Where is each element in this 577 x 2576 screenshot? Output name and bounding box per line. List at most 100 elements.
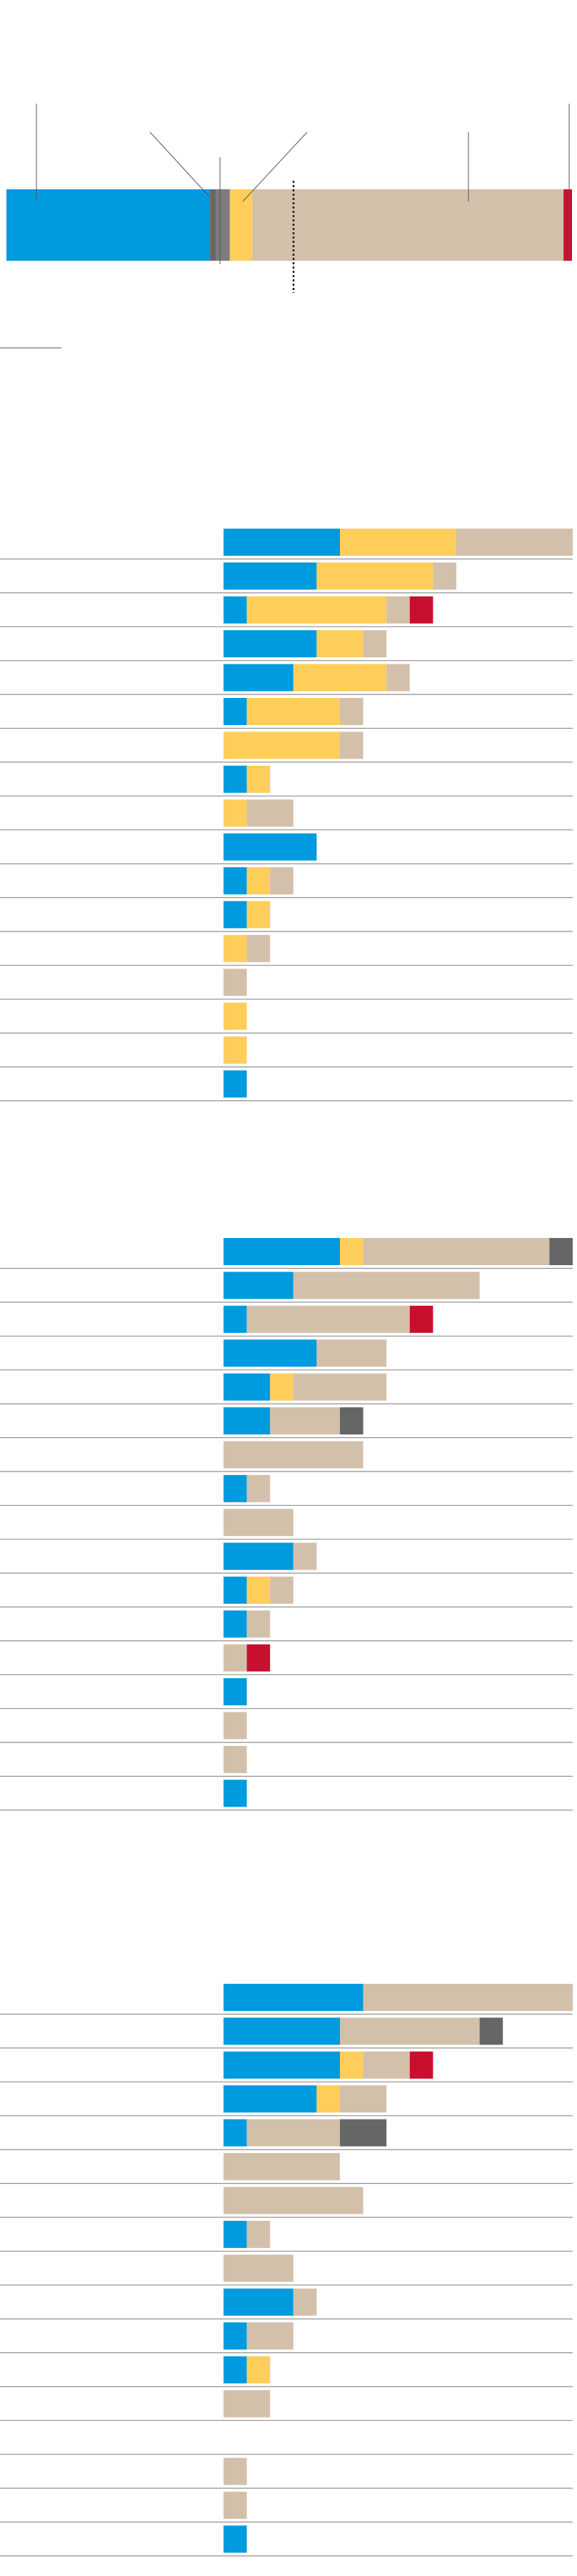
panel-2-row-14-bar-blue-1	[224, 1678, 247, 1706]
panel-2-row-15-bar-tan-1	[224, 1712, 247, 1739]
panel-1-row-6-bar-blue-1	[224, 698, 247, 725]
panel-1-row-7-bar-tan-2	[340, 732, 363, 759]
panel-2-row-11-bar-yellow-2	[246, 1577, 271, 1604]
panel-1-row-13-bar-tan-2	[246, 934, 271, 962]
panel-3-row-4-bar-tan-3	[340, 2085, 387, 2113]
panel-3-row-5-bar-dark_gray-3	[340, 2119, 387, 2147]
panel-3-row-10-bar-blue-1	[224, 2288, 293, 2316]
panel-2-row-1-bar-tan-3	[363, 1238, 550, 1265]
panel-1-row-4-bar-yellow-2	[316, 630, 363, 658]
panel-2-row-5-bar-tan-3	[293, 1373, 387, 1401]
panel-2-row-1-bar-yellow-2	[340, 1238, 363, 1265]
panel-1-row-16-bar-yellow-1	[224, 1037, 247, 1064]
panel-1-row-2-bar-blue-1	[224, 562, 317, 590]
panel-1-row-5-bar-blue-1	[224, 664, 293, 692]
panel-1-row-17-bar-blue-1	[224, 1070, 247, 1098]
panel-2-row-7-bar-tan-1	[224, 1441, 363, 1469]
panel-1-row-3-bar-blue-1	[224, 596, 247, 624]
panel-1-row-13-bar-yellow-1	[224, 934, 247, 962]
panel-1-row-1-bar-blue-1	[224, 529, 340, 556]
panel-1-row-8-bar-yellow-2	[246, 765, 271, 793]
panel-3-row-9-bar-tan-1	[224, 2255, 293, 2282]
panel-3-row-10-bar-tan-2	[293, 2288, 317, 2316]
panel-2-row-10-bar-blue-1	[224, 1542, 293, 1570]
panel-3-row-6-bar-tan-1	[224, 2153, 340, 2180]
panel-3-row-7-bar-tan-1	[224, 2187, 363, 2215]
panel-2-row-12-bar-tan-2	[246, 1610, 271, 1638]
panel-1-row-11-bar-yellow-2	[246, 867, 271, 894]
panel-2-row-4-bar-tan-2	[316, 1339, 387, 1367]
panel-3-row-16-bar-tan-1	[224, 2492, 247, 2519]
composition-segment-dark_gray-2	[210, 189, 216, 261]
panel-2-row-2-bar-tan-2	[293, 1272, 480, 1299]
panel-3-row-3-bar-tan-3	[363, 2051, 410, 2079]
panel-3-row-5-bar-tan-2	[246, 2119, 340, 2147]
panel-1-row-3-bar-yellow-2	[246, 596, 387, 624]
panel-1-row-2-bar-tan-3	[433, 562, 456, 590]
panel-3-row-4-bar-yellow-2	[316, 2085, 340, 2113]
panel-1-row-9-bar-yellow-1	[224, 799, 247, 827]
panel-2-row-1-bar-blue-1	[224, 1238, 340, 1265]
panel-2-row-10-bar-tan-2	[293, 1542, 317, 1570]
panel-3-row-3-bar-yellow-2	[340, 2051, 363, 2079]
composition-segment-tan-5	[252, 189, 564, 261]
panel-3-row-2-bar-tan-2	[340, 2017, 480, 2045]
panel-3-row-3-bar-blue-1	[224, 2051, 340, 2079]
panel-1-row-6-bar-tan-3	[340, 698, 363, 725]
panel-2-row-16-bar-tan-1	[224, 1746, 247, 1773]
panel-1-row-10-bar-blue-1	[224, 833, 317, 861]
panel-2-row-13-bar-red-2	[246, 1644, 271, 1672]
panel-1-row-4-bar-blue-1	[224, 630, 317, 658]
panel-2-row-3-bar-red-3	[409, 1305, 433, 1333]
panel-2-row-6-bar-dark_gray-3	[340, 1407, 363, 1434]
composition-segment-blue-1	[6, 189, 211, 261]
panel-3-row-1-bar-blue-1	[224, 1984, 363, 2011]
panel-2-row-4-bar-blue-1	[224, 1339, 317, 1367]
panel-2-row-3-bar-tan-2	[246, 1305, 410, 1333]
panel-3-row-17-bar-blue-1	[224, 2525, 247, 2553]
panel-2-row-11-bar-tan-3	[270, 1577, 293, 1604]
panel-2-row-3-bar-blue-1	[224, 1305, 247, 1333]
panel-3-row-8-bar-tan-2	[246, 2220, 271, 2248]
panel-3-row-11-bar-blue-1	[224, 2322, 247, 2350]
panel-1-row-6-bar-yellow-2	[246, 698, 340, 725]
panel-2-row-5-bar-blue-1	[224, 1373, 271, 1401]
panel-1-row-11-bar-blue-1	[224, 867, 247, 894]
panel-3-row-4-bar-blue-1	[224, 2085, 317, 2113]
panel-2-row-6-bar-tan-2	[270, 1407, 340, 1434]
panel-1-row-14-bar-tan-1	[224, 969, 247, 997]
panel-3-row-2-bar-blue-1	[224, 2017, 340, 2045]
panel-2-row-6-bar-blue-1	[224, 1407, 271, 1434]
composition-segment-yellow-4	[229, 189, 253, 261]
panel-3-row-12-bar-blue-1	[224, 2356, 247, 2384]
panel-2-row-1-bar-dark_gray-4	[549, 1238, 573, 1265]
panel-3-row-12-bar-yellow-2	[246, 2356, 271, 2384]
panel-1-row-8-bar-blue-1	[224, 765, 247, 793]
panel-3-row-8-bar-blue-1	[224, 2220, 247, 2248]
panel-2-row-13-bar-tan-1	[224, 1644, 247, 1672]
panel-3-row-2-bar-dark_gray-3	[479, 2017, 503, 2045]
panel-3-row-13-bar-tan-1	[224, 2390, 271, 2417]
panel-1-row-2-bar-yellow-2	[316, 562, 433, 590]
panel-1-row-3-bar-tan-3	[386, 596, 410, 624]
panel-1-row-5-bar-yellow-2	[293, 664, 387, 692]
panel-2-row-17-bar-blue-1	[224, 1779, 247, 1807]
panel-3-row-15-bar-tan-1	[224, 2457, 247, 2485]
panel-1-row-11-bar-tan-3	[270, 867, 293, 894]
panel-3-row-1-bar-tan-2	[363, 1984, 573, 2011]
panel-1-row-3-bar-red-4	[409, 596, 433, 624]
panel-2-row-5-bar-yellow-2	[270, 1373, 293, 1401]
composition-segment-red-6	[563, 189, 572, 261]
panel-2-row-11-bar-blue-1	[224, 1577, 247, 1604]
composition-segment-gray-3	[216, 189, 230, 261]
panel-2-row-8-bar-tan-2	[246, 1474, 271, 1502]
panel-1-row-5-bar-tan-3	[386, 664, 410, 692]
panel-2-row-12-bar-blue-1	[224, 1610, 247, 1638]
panel-1-row-4-bar-tan-3	[363, 630, 387, 658]
panel-3-row-3-bar-red-4	[409, 2051, 433, 2079]
panel-1-row-1-bar-yellow-2	[340, 529, 456, 556]
panel-1-row-7-bar-yellow-1	[224, 732, 340, 759]
callout-leader-line-4	[242, 131, 308, 202]
panel-2-row-9-bar-tan-1	[224, 1509, 293, 1537]
